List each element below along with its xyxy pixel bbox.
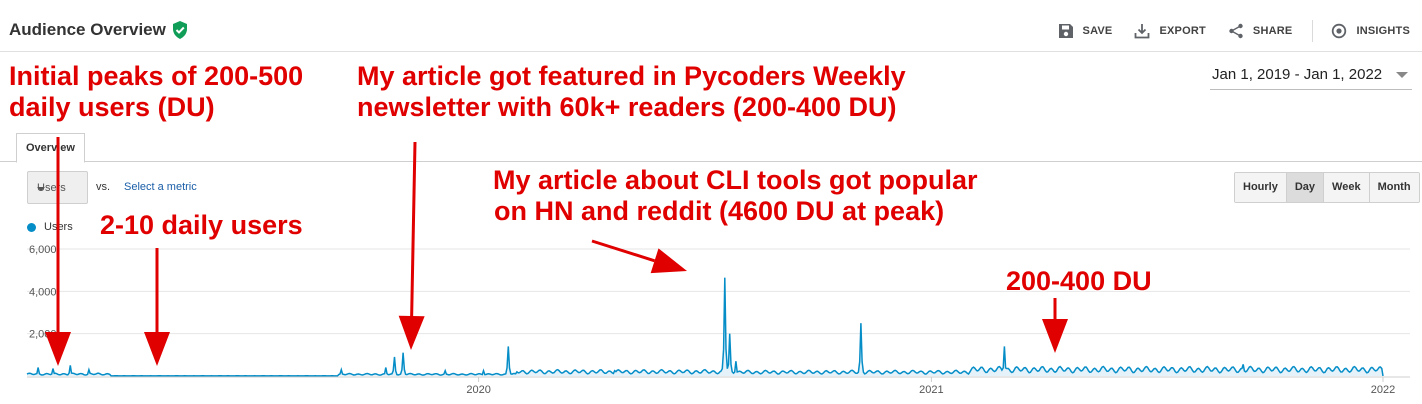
vs-label: vs.: [96, 181, 111, 193]
annotation-pycoders-line1: My article got featured in Pycoders Week…: [357, 61, 906, 91]
granularity-day-button[interactable]: Day: [1285, 173, 1324, 202]
annotation-cli-article: My article about CLI tools got popular o…: [493, 165, 978, 227]
annotation-low-traffic: 2-10 daily users: [100, 210, 303, 240]
annotation-initial-peaks-line1: Initial peaks of 200-500: [9, 61, 304, 91]
y-tick-label: 2,000: [29, 329, 57, 341]
legend-label: Users: [44, 221, 73, 233]
chevron-down-icon: [1396, 72, 1408, 78]
users-chart: 2,000 4,000 6,000 2020 2021 2022: [0, 238, 1422, 404]
granularity-month-button[interactable]: Month: [1368, 173, 1419, 202]
report-header: Audience Overview SAVE EXPORT: [0, 0, 1422, 52]
save-label: SAVE: [1082, 25, 1113, 37]
chart-legend: Users: [27, 221, 73, 233]
granularity-toggle: Hourly Day Week Month: [1234, 172, 1420, 203]
tab-overview[interactable]: Overview: [16, 133, 85, 163]
header-actions: SAVE EXPORT SHARE INSIGHTS: [1036, 18, 1410, 44]
page-title: Audience Overview: [9, 20, 188, 40]
share-icon: [1229, 23, 1243, 39]
verified-shield-icon: [172, 21, 187, 39]
users-chart-svg: 2,000 4,000 6,000 2020 2021 2022: [26, 244, 1410, 396]
annotation-pycoders: My article got featured in Pycoders Week…: [357, 61, 906, 123]
x-tick-label: 2021: [919, 384, 943, 396]
export-label: EXPORT: [1159, 25, 1206, 37]
annotation-initial-peaks: Initial peaks of 200-500 daily users (DU…: [9, 61, 303, 123]
metric-select[interactable]: Users: [27, 171, 88, 204]
export-icon: [1135, 24, 1150, 39]
annotation-recent: 200-400 DU: [1006, 266, 1152, 296]
users-area-fill: [27, 277, 1383, 376]
users-series-line: [26, 277, 1384, 377]
select-metric-link[interactable]: Select a metric: [124, 181, 197, 193]
granularity-week-button[interactable]: Week: [1323, 173, 1369, 202]
header-divider: [1312, 20, 1314, 42]
share-label: SHARE: [1252, 25, 1293, 37]
annotation-cli-article-line2: on HN and reddit (4600 DU at peak): [494, 196, 945, 226]
insights-label: INSIGHTS: [1356, 25, 1410, 37]
chevron-down-icon: [37, 187, 45, 191]
y-tick-label: 6,000: [29, 244, 57, 256]
granularity-hourly-button[interactable]: Hourly: [1235, 173, 1286, 202]
insights-icon: [1332, 23, 1347, 39]
date-range-picker[interactable]: Jan 1, 2019 - Jan 1, 2022: [1210, 66, 1412, 90]
x-tick-label: 2020: [466, 384, 490, 396]
date-range-text: Jan 1, 2019 - Jan 1, 2022: [1212, 66, 1383, 83]
x-tick-label: 2022: [1371, 384, 1395, 396]
legend-swatch: [27, 222, 36, 232]
share-button[interactable]: SHARE: [1228, 23, 1293, 39]
annotation-initial-peaks-line2: daily users (DU): [9, 92, 215, 122]
save-icon: [1058, 24, 1073, 38]
tab-bar: Overview: [0, 133, 1422, 163]
page-title-text: Audience Overview: [9, 20, 166, 39]
annotation-cli-article-line1: My article about CLI tools got popular: [493, 165, 978, 195]
annotation-pycoders-line2: newsletter with 60k+ readers (200-400 DU…: [357, 92, 897, 122]
export-button[interactable]: EXPORT: [1134, 23, 1206, 39]
insights-button[interactable]: INSIGHTS: [1331, 23, 1410, 39]
y-tick-label: 4,000: [29, 286, 57, 298]
save-button[interactable]: SAVE: [1058, 23, 1113, 39]
